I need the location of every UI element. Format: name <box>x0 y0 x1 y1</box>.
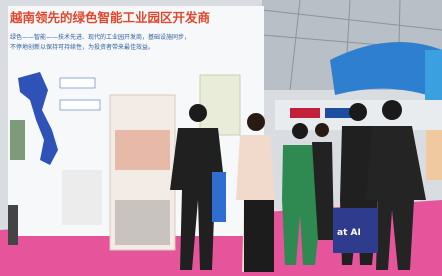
booth-edge <box>426 130 442 180</box>
banner-line: 不停地创新以保持可持续性，为投资者带来最佳效益。 <box>10 43 154 51</box>
poster <box>200 75 240 135</box>
photo: 越南领先的绿色智能工业园区开发商 绿色——智能——技术先进、现代的工业园开发商，… <box>0 0 442 276</box>
banner-title: 越南领先的绿色智能工业园区开发商 <box>9 10 210 25</box>
chair <box>62 170 102 225</box>
photo-inset <box>10 120 25 160</box>
bag-text: at AI <box>337 228 361 238</box>
standee-image <box>115 200 170 245</box>
standee-image <box>115 130 170 170</box>
counter <box>8 205 18 245</box>
map-label <box>60 78 95 88</box>
banner-line: 绿色——智能——技术先进、现代的工业园开发商，基础设施同步， <box>10 33 190 41</box>
distant-sign <box>290 108 320 118</box>
page: {"scene": { "banner": { "title": "越南领先的绿… <box>0 0 442 276</box>
map-label <box>60 100 100 110</box>
